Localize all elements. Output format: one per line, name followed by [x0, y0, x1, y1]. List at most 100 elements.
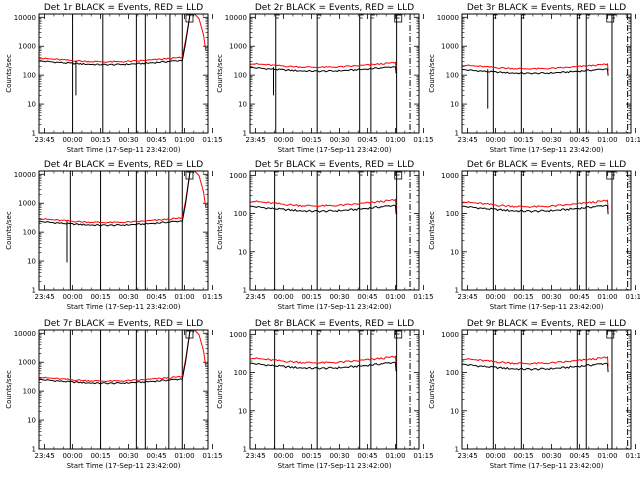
- x-tick-label: 01:00: [174, 293, 194, 301]
- interval-flag: [317, 171, 322, 176]
- x-tick-label: 01:15: [202, 452, 222, 460]
- series-lld-red-tail: [194, 170, 207, 208]
- y-tick-label: 100: [446, 369, 459, 377]
- x-tick-label: 00:00: [62, 293, 82, 301]
- saa-box-marker: [394, 14, 403, 23]
- x-tick-label: 23:45: [35, 452, 55, 460]
- y-tick-label: 1: [243, 446, 247, 454]
- y-tick-label: 1: [243, 130, 247, 138]
- panel-6: Det 6r BLACK = Events, RED = LLD Counts/s…: [428, 160, 640, 311]
- series-events-black: [38, 170, 191, 227]
- x-tick-label: 01:00: [174, 452, 194, 460]
- x-tick-label: 00:15: [301, 293, 321, 301]
- series-lld-red: [249, 198, 397, 210]
- interval-flag: [586, 330, 591, 335]
- y-tick-label: 1000: [441, 331, 459, 339]
- panel-3: Det 3r BLACK = Events, RED = LLD Counts/s…: [428, 3, 640, 154]
- x-tick-label: 01:00: [597, 293, 617, 301]
- y-tick-label: 10000: [14, 14, 36, 22]
- y-tick-label: 10000: [437, 14, 459, 22]
- panel-4: Det 4r BLACK = Events, RED = LLD Counts/s…: [5, 160, 223, 311]
- x-tick-label: 00:15: [513, 136, 533, 144]
- x-tick-label: 00:45: [146, 293, 166, 301]
- interval-flag: [317, 330, 322, 335]
- x-tick-label: 00:00: [62, 452, 82, 460]
- x-tick-label: 01:15: [413, 136, 433, 144]
- x-tick-label: 00:15: [513, 293, 533, 301]
- series-events-black: [461, 362, 609, 373]
- x-tick-label: 00:30: [541, 293, 561, 301]
- chart-title: Det 5r BLACK = Events, RED = LLD: [255, 160, 414, 170]
- series-lld-red: [462, 199, 609, 210]
- x-axis-label: Start Time (17-Sep-11 23:42:00): [490, 146, 604, 154]
- interval-flag: [274, 330, 279, 335]
- y-tick-label: 10: [27, 258, 36, 266]
- x-tick-label: 23:45: [458, 293, 478, 301]
- y-tick-label: 1: [455, 287, 459, 295]
- x-tick-label: 00:45: [569, 293, 589, 301]
- x-tick-label: 00:15: [301, 136, 321, 144]
- x-tick-label: 00:30: [329, 293, 349, 301]
- interval-flag: [359, 171, 364, 176]
- x-tick-label: 23:45: [246, 452, 266, 460]
- x-tick-label: 01:00: [385, 136, 405, 144]
- x-axis-label: Start Time (17-Sep-11 23:42:00): [278, 303, 392, 311]
- x-tick-label: 00:15: [90, 452, 110, 460]
- series-lld-red: [39, 170, 191, 224]
- y-tick-label: 10000: [225, 14, 247, 22]
- x-tick-label: 00:00: [273, 452, 293, 460]
- x-tick-label: 00:00: [273, 293, 293, 301]
- y-tick-label: 100: [446, 72, 459, 80]
- interval-flag: [521, 171, 526, 176]
- interval-flag: [493, 171, 498, 176]
- y-tick-label: 100: [23, 72, 36, 80]
- y-tick-label: 1000: [229, 331, 247, 339]
- x-tick-label: 23:45: [35, 293, 55, 301]
- x-tick-label: 00:45: [357, 452, 377, 460]
- plot-frame: [249, 329, 420, 450]
- x-tick-label: 23:45: [246, 136, 266, 144]
- y-axis-label: Counts/sec: [5, 54, 13, 93]
- x-tick-label: 00:30: [541, 136, 561, 144]
- interval-flag: [493, 330, 498, 335]
- interval-flag: [586, 171, 591, 176]
- series-lld-red-tail: [194, 13, 207, 51]
- y-tick-label: 100: [23, 388, 36, 396]
- x-tick-label: 00:45: [357, 136, 377, 144]
- plot-frame: [249, 13, 420, 134]
- x-tick-label: 00:45: [357, 293, 377, 301]
- x-axis-label: Start Time (17-Sep-11 23:42:00): [67, 303, 181, 311]
- interval-flag: [396, 171, 401, 176]
- x-tick-label: 00:15: [90, 293, 110, 301]
- y-tick-label: 100: [23, 229, 36, 237]
- plot-frame: [461, 170, 632, 291]
- interval-flag: [370, 171, 375, 176]
- x-tick-label: 00:00: [485, 452, 505, 460]
- chart-title: Det 4r BLACK = Events, RED = LLD: [44, 160, 203, 170]
- interval-flag: [275, 14, 280, 19]
- interval-flag: [521, 14, 526, 19]
- plot-frame: [38, 13, 209, 134]
- series-lld-red: [250, 61, 397, 70]
- x-tick-label: 01:00: [385, 452, 405, 460]
- y-tick-label: 10000: [14, 171, 36, 179]
- y-tick-label: 1: [455, 446, 459, 454]
- interval-flag: [577, 330, 582, 335]
- x-tick-label: 01:15: [413, 452, 433, 460]
- y-tick-label: 10: [238, 248, 247, 256]
- y-tick-label: 1: [32, 287, 36, 295]
- x-tick-label: 00:15: [301, 452, 321, 460]
- chart-title: Det 9r BLACK = Events, RED = LLD: [467, 319, 626, 329]
- y-axis-label: Counts/sec: [216, 370, 224, 409]
- interval-flag: [396, 14, 401, 19]
- x-axis-label: Start Time (17-Sep-11 23:42:00): [490, 462, 604, 470]
- y-axis-label: Counts/sec: [5, 370, 13, 409]
- interval-flag: [396, 330, 401, 335]
- x-tick-label: 00:00: [485, 293, 505, 301]
- interval-flag: [370, 330, 375, 335]
- chart-title: Det 8r BLACK = Events, RED = LLD: [255, 319, 414, 329]
- saa-box-marker: [185, 171, 194, 180]
- y-axis-label: Counts/sec: [428, 211, 436, 250]
- x-tick-label: 23:45: [458, 452, 478, 460]
- panel-7: Det 7r BLACK = Events, RED = LLD Counts/s…: [5, 319, 223, 470]
